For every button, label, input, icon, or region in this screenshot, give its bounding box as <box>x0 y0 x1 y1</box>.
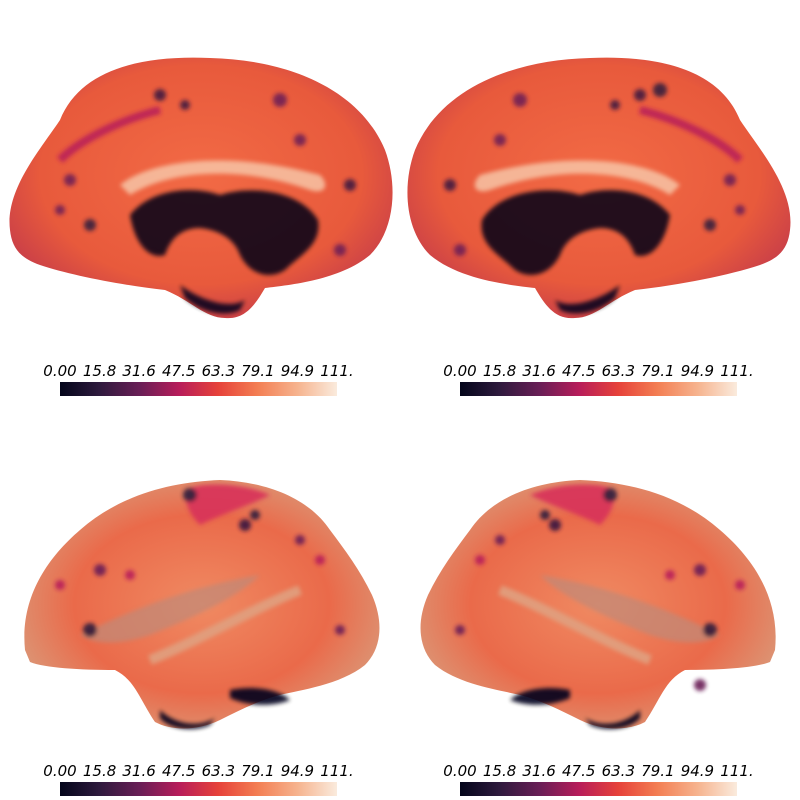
colorbar-tick: 79.1 <box>241 762 275 780</box>
brain-surface-right-lateral <box>420 480 776 730</box>
colorbar: 0.00 15.8 31.6 47.5 63.3 79.1 94.9 111. <box>40 362 360 398</box>
colorbar-gradient <box>60 382 337 396</box>
panel-left-lateral: 0.00 15.8 31.6 47.5 63.3 79.1 94.9 111. <box>0 400 400 800</box>
colorbar-tick: 0.00 <box>443 362 477 380</box>
brain-surface-left-lateral <box>24 480 380 730</box>
colorbar-tick: 94.9 <box>280 762 315 780</box>
colorbar-tick: 111. <box>320 762 354 780</box>
colorbar-tick: 15.8 <box>82 762 117 780</box>
colorbar-tick: 0.00 <box>443 762 477 780</box>
colorbar-tick: 94.9 <box>280 362 315 380</box>
colorbar-ticks: 0.00 15.8 31.6 47.5 63.3 79.1 94.9 111. <box>40 762 360 782</box>
colorbar-tick: 111. <box>320 362 354 380</box>
colorbar-tick: 63.3 <box>601 362 635 380</box>
colorbar-tick: 63.3 <box>601 762 635 780</box>
colorbar-tick: 63.3 <box>201 762 235 780</box>
panel-right-medial: 0.00 15.8 31.6 47.5 63.3 79.1 94.9 111. <box>400 0 800 400</box>
colorbar-gradient <box>460 382 737 396</box>
colorbar-tick: 63.3 <box>201 362 235 380</box>
colorbar-tick: 31.6 <box>522 362 556 380</box>
colorbar-tick: 94.9 <box>680 762 715 780</box>
colorbar-ticks: 0.00 15.8 31.6 47.5 63.3 79.1 94.9 111. <box>440 362 760 382</box>
colorbar-tick: 79.1 <box>641 362 675 380</box>
colorbar-tick: 79.1 <box>241 362 275 380</box>
colorbar-tick: 94.9 <box>680 362 715 380</box>
colorbar-tick: 47.5 <box>161 762 196 780</box>
colorbar: 0.00 15.8 31.6 47.5 63.3 79.1 94.9 111. <box>440 362 760 398</box>
colorbar-tick: 47.5 <box>561 362 596 380</box>
brain-surface-left-medial <box>9 57 393 319</box>
colorbar: 0.00 15.8 31.6 47.5 63.3 79.1 94.9 111. <box>40 762 360 798</box>
colorbar-tick: 31.6 <box>122 362 156 380</box>
colorbar-tick: 0.00 <box>43 762 77 780</box>
panel-left-medial: 0.00 15.8 31.6 47.5 63.3 79.1 94.9 111. <box>0 0 400 400</box>
colorbar-tick: 15.8 <box>482 362 517 380</box>
colorbar-gradient <box>60 782 337 796</box>
colorbar-tick: 47.5 <box>161 362 196 380</box>
colorbar-tick: 15.8 <box>482 762 517 780</box>
brain-surface-right-medial <box>407 57 791 319</box>
colorbar-tick: 111. <box>720 762 754 780</box>
colorbar: 0.00 15.8 31.6 47.5 63.3 79.1 94.9 111. <box>440 762 760 798</box>
colorbar-ticks: 0.00 15.8 31.6 47.5 63.3 79.1 94.9 111. <box>40 362 360 382</box>
colorbar-tick: 111. <box>720 362 754 380</box>
colorbar-tick: 31.6 <box>122 762 156 780</box>
panel-right-lateral: 0.00 15.8 31.6 47.5 63.3 79.1 94.9 111. <box>400 400 800 800</box>
colorbar-tick: 31.6 <box>522 762 556 780</box>
colorbar-gradient <box>460 782 737 796</box>
colorbar-tick: 15.8 <box>82 362 117 380</box>
colorbar-tick: 79.1 <box>641 762 675 780</box>
colorbar-ticks: 0.00 15.8 31.6 47.5 63.3 79.1 94.9 111. <box>440 762 760 782</box>
colorbar-tick: 47.5 <box>561 762 596 780</box>
colorbar-tick: 0.00 <box>43 362 77 380</box>
